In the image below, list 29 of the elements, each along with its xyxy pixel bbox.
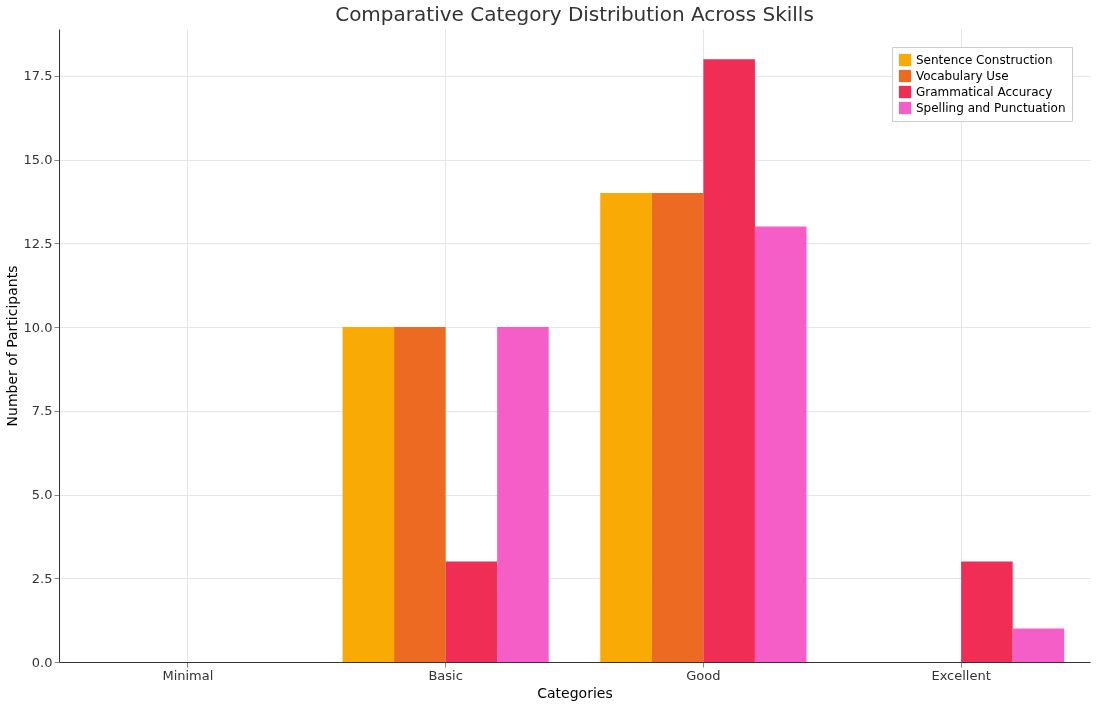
x-tick-label: Minimal [162,667,214,683]
bar [703,59,755,662]
legend-label: Vocabulary Use [916,69,1009,83]
y-tick-label: 0.0 [31,654,53,670]
legend-label: Spelling and Punctuation [916,101,1066,115]
x-tick-label: Good [686,667,721,683]
bar [961,561,1013,662]
bar [342,327,395,662]
bar [394,327,446,662]
y-tick-label: 12.5 [23,235,53,251]
legend-label: Sentence Construction [916,53,1053,67]
x-axis-title: Categories [537,684,613,701]
bar [651,193,704,662]
y-axis-title: Number of Participants [3,265,20,427]
bar [1012,628,1065,662]
chart-title: Comparative Category Distribution Across Skills [335,2,814,26]
y-tick-label: 15.0 [23,152,53,168]
x-tick-label: Basic [428,667,463,683]
y-tick-label: 10.0 [23,319,53,335]
y-tick-label: 2.5 [31,570,53,586]
legend-label: Grammatical Accuracy [916,85,1053,99]
bar [497,327,549,662]
x-tick-label: Excellent [931,667,991,683]
bar [600,193,652,662]
y-tick-label: 17.5 [23,68,53,84]
y-tick-label: 7.5 [31,403,53,419]
bar [754,226,807,662]
y-tick-label: 5.0 [31,487,53,503]
bar [445,561,498,662]
